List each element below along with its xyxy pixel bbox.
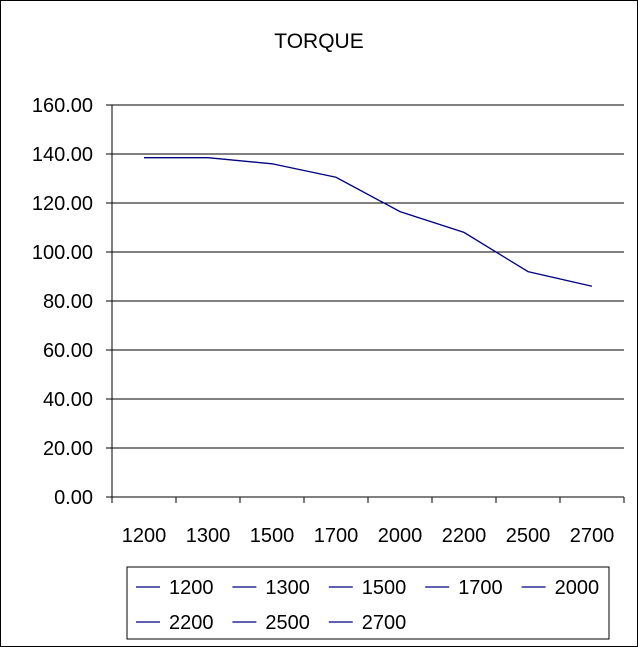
axes — [106, 104, 625, 503]
x-tick-label: 1300 — [186, 525, 231, 547]
legend-entry: 2700 — [328, 612, 407, 634]
y-tick-label: 60.00 — [43, 340, 93, 362]
legend-entry: 2200 — [136, 612, 214, 634]
series-lines — [144, 157, 593, 287]
legend-label: 2500 — [265, 612, 310, 634]
y-tick-label: 40.00 — [43, 389, 93, 411]
legend-label: 2000 — [555, 577, 600, 599]
legend-label: 1200 — [169, 577, 214, 599]
y-tick-label: 100.00 — [32, 242, 93, 264]
legend-entry: 2000 — [521, 577, 600, 599]
y-tick-label: 160.00 — [32, 95, 93, 117]
y-tick-label: 120.00 — [32, 193, 93, 215]
x-tick-label: 2000 — [378, 525, 423, 547]
y-tick-labels: 0.00 20.00 40.00 60.00 80.00 100.00 120.00 140.… — [32, 95, 93, 509]
x-tick-label: 1500 — [250, 525, 295, 547]
legend-box — [126, 566, 610, 640]
legend-label: 1500 — [362, 577, 407, 599]
legend-label: 1300 — [265, 577, 310, 599]
legend-label: 2700 — [362, 612, 407, 634]
legend: 1200 1300 1500 1700 2000 2200 2500 2700 — [126, 566, 610, 640]
y-tick-label: 140.00 — [32, 144, 93, 166]
x-tick-label: 2500 — [506, 525, 551, 547]
x-tick-label: 2200 — [442, 525, 487, 547]
y-tick-label: 80.00 — [43, 291, 93, 313]
legend-label: 1700 — [458, 577, 503, 599]
x-tick-label: 2700 — [570, 525, 615, 547]
legend-entry: 2500 — [232, 612, 310, 634]
x-tick-labels: 1200 1300 1500 1700 2000 2200 2500 2700 — [122, 525, 615, 547]
legend-entry: 1500 — [328, 577, 407, 599]
legend-entry: 1300 — [232, 577, 310, 599]
series-line — [144, 157, 593, 287]
x-tick-label: 1200 — [122, 525, 167, 547]
y-tick-label: 0.00 — [54, 487, 93, 509]
chart-title: TORQUE — [274, 30, 363, 53]
legend-label: 2200 — [169, 612, 214, 634]
gridlines — [112, 104, 624, 449]
x-tick-label: 1700 — [314, 525, 359, 547]
legend-entry: 1200 — [136, 577, 214, 599]
y-tick-label: 20.00 — [43, 438, 93, 460]
legend-entry: 1700 — [425, 577, 503, 599]
